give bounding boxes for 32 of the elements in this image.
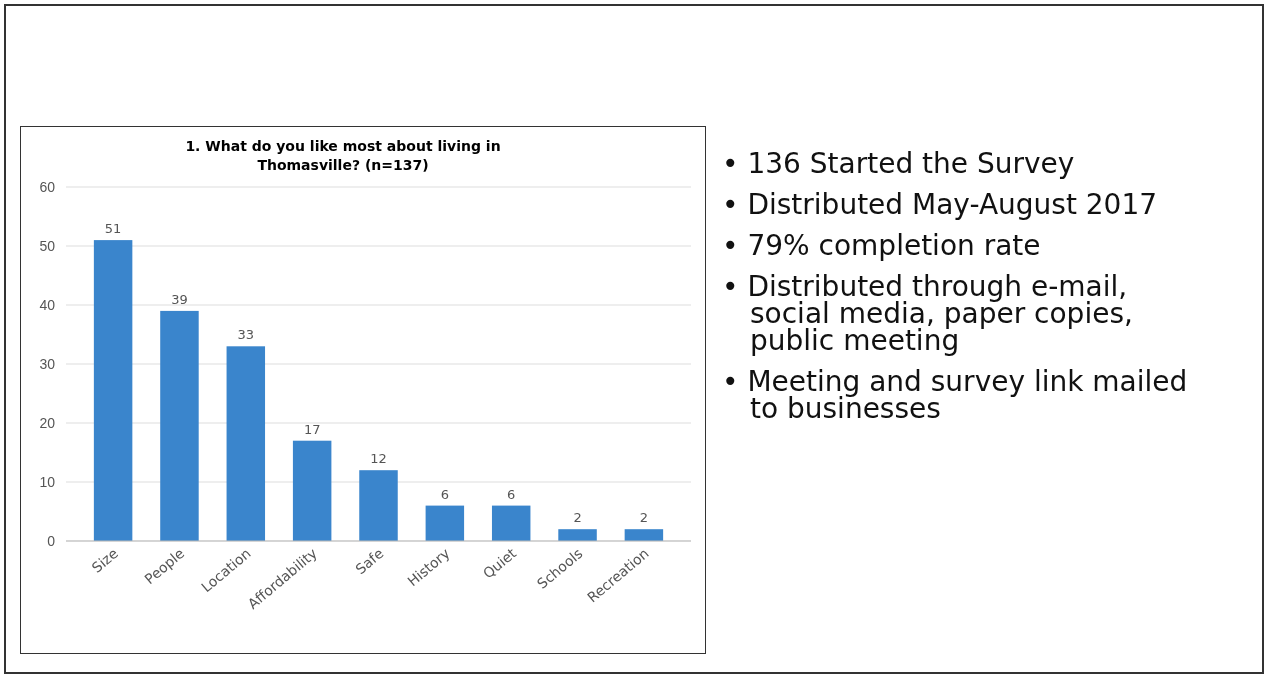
data-label: 33 <box>237 327 255 343</box>
y-tick-label: 0 <box>47 532 56 549</box>
bar <box>93 240 133 541</box>
chart-title: 1. What do you like most about living in Thomasville? (n=137) <box>185 138 501 173</box>
bar <box>624 529 664 541</box>
bar <box>425 505 465 541</box>
data-label: 17 <box>303 421 321 437</box>
bar <box>558 529 597 541</box>
y-tick-label: 60 <box>39 178 56 195</box>
bar <box>292 440 332 541</box>
data-label: 12 <box>370 451 387 467</box>
x-tick-label: Size <box>88 545 122 576</box>
data-label: 6 <box>440 486 449 502</box>
y-tick-label: 50 <box>39 237 56 254</box>
y-tick-label: 20 <box>39 414 56 431</box>
y-tick-label: 10 <box>39 473 56 490</box>
data-label: 39 <box>171 291 188 307</box>
data-label: 6 <box>507 486 516 502</box>
bar <box>359 470 398 541</box>
text: • Meeting and survey link mailed to businesses <box>722 365 1189 425</box>
data-label: 2 <box>639 510 649 526</box>
bar <box>491 505 531 541</box>
data-label: 51 <box>104 221 122 237</box>
bar <box>226 346 266 541</box>
data-label: 2 <box>573 510 582 526</box>
y-tick-label: 40 <box>39 296 56 313</box>
y-tick-label: 30 <box>39 355 56 372</box>
text: • 79% completion rate <box>722 229 1042 262</box>
bar <box>160 310 199 541</box>
text: • Distributed through e-mail, social media, paper copies, public meeting <box>722 270 1134 357</box>
text: • Distributed May-August 2017 <box>722 188 1159 221</box>
text: • 136 Started the Survey <box>722 147 1076 180</box>
